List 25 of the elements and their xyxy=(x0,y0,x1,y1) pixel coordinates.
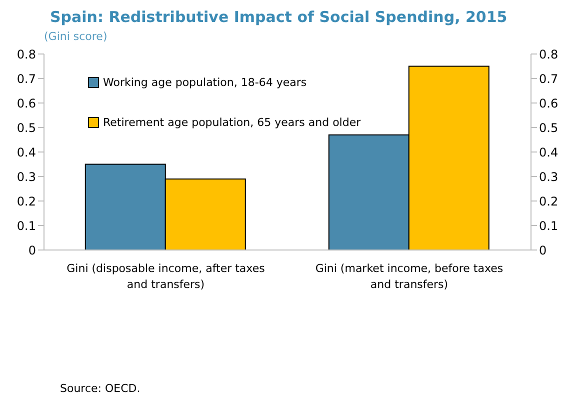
legend-label: Retirement age population, 65 years and older xyxy=(103,116,361,128)
y-tick-label: 0.1 xyxy=(16,218,36,233)
legend-label: Working age population, 18-64 years xyxy=(103,76,307,88)
source-note: Source: OECD. xyxy=(60,382,140,395)
x-tick-label: Gini (disposable income, after taxes and transfers) xyxy=(66,262,266,291)
y2-tick-label: 0.6 xyxy=(539,96,558,110)
y2-tick-label: 0.2 xyxy=(539,194,558,208)
y-axis-title: (Gini score) xyxy=(44,30,108,43)
chart-title: Spain: Redistributive Impact of Social Spending, 2015 xyxy=(50,8,508,26)
y2-tick-label: 0.4 xyxy=(539,145,558,160)
y2-tick-label: 0.5 xyxy=(539,120,558,135)
y-tick-label: 0.7 xyxy=(16,72,36,86)
y-tick-label: 0.3 xyxy=(16,170,36,184)
y-tick-label: 0.5 xyxy=(16,120,36,135)
y2-tick-label: 0 xyxy=(539,243,547,258)
y2-tick-label: 0.1 xyxy=(539,218,558,233)
y2-tick-label: 0.7 xyxy=(539,72,558,86)
y-tick-label: 0.2 xyxy=(16,194,36,208)
x-tick-label: Gini (market income, before taxes and transfers) xyxy=(315,262,504,291)
y-tick-label: 0 xyxy=(28,243,36,258)
y-tick-label: 0.4 xyxy=(16,145,36,160)
y2-tick-label: 0.8 xyxy=(539,47,558,62)
y-tick-label: 0.6 xyxy=(16,96,36,110)
y2-tick-label: 0.3 xyxy=(539,170,558,184)
y-tick-label: 0.8 xyxy=(16,47,36,62)
